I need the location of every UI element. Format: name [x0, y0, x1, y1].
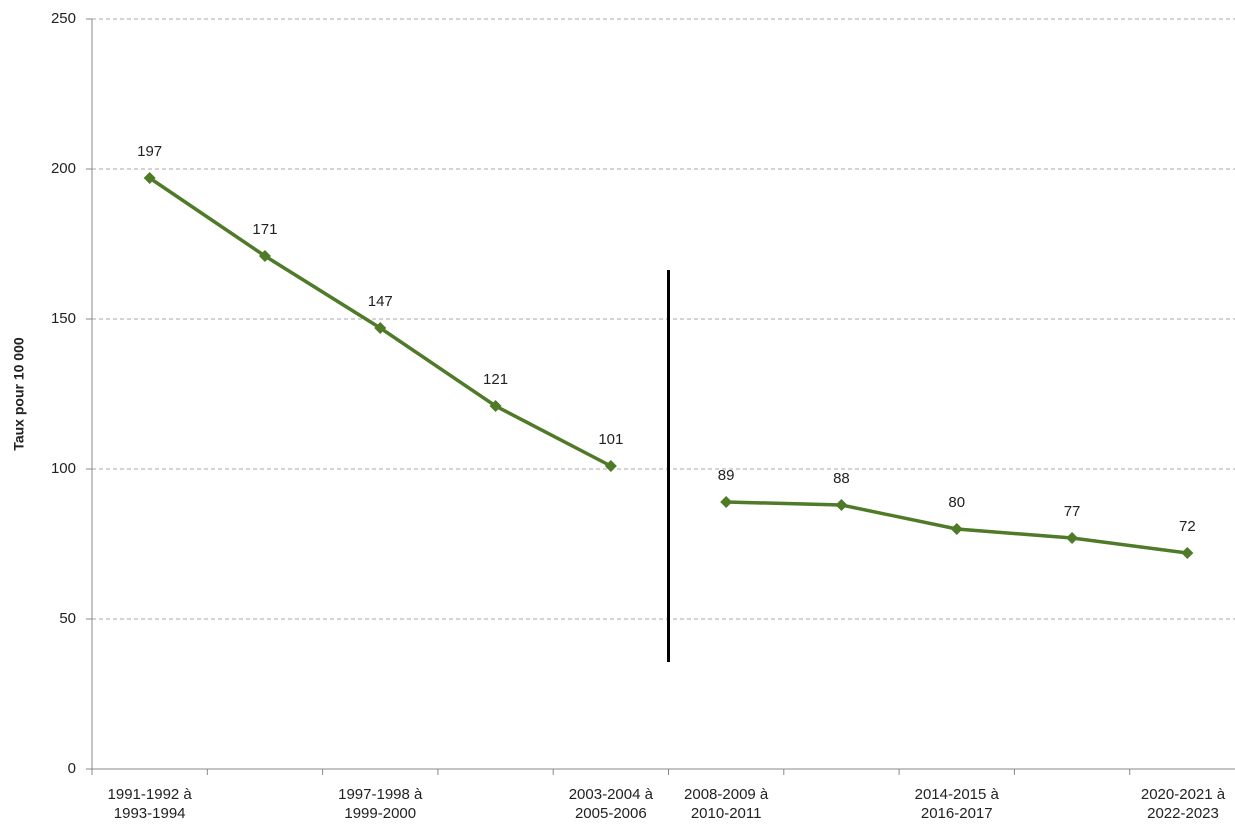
- data-label: 101: [598, 431, 623, 448]
- marker: [258, 250, 271, 262]
- x-tick-label: 1991-1992 à 1993-1994: [108, 786, 193, 822]
- marker: [1066, 532, 1079, 544]
- marker: [489, 400, 502, 412]
- y-axis-label: Taux pour 10 000: [11, 337, 27, 451]
- data-label: 121: [483, 371, 508, 388]
- data-label: 171: [252, 221, 277, 238]
- marker: [720, 496, 733, 508]
- marker: [835, 499, 848, 511]
- y-tick-label: 200: [51, 160, 76, 177]
- marker: [950, 523, 963, 535]
- data-label: 88: [833, 470, 850, 487]
- data-label: 147: [368, 293, 393, 310]
- data-label: 197: [137, 143, 162, 160]
- marker: [374, 322, 387, 334]
- x-tick-label: 2020-2021 à 2022-2023: [1141, 786, 1226, 822]
- y-tick-label: 150: [51, 310, 76, 327]
- data-label: 72: [1179, 518, 1196, 535]
- marker: [1181, 547, 1194, 559]
- data-label: 77: [1064, 503, 1081, 520]
- marker: [143, 172, 156, 184]
- data-label: 89: [718, 467, 735, 484]
- x-tick-label: 2003-2004 à 2005-2006: [569, 786, 654, 822]
- data-label: 80: [948, 494, 965, 511]
- y-tick-label: 50: [59, 610, 76, 627]
- x-tick-label: 2014-2015 à 2016-2017: [915, 786, 1000, 822]
- y-tick-label: 0: [68, 760, 76, 777]
- y-tick-label: 250: [51, 10, 76, 27]
- x-tick-label: 2008-2009 à 2010-2011: [684, 786, 769, 822]
- x-tick-label: 1997-1998 à 1999-2000: [338, 786, 423, 822]
- y-tick-label: 100: [51, 460, 76, 477]
- marker: [604, 460, 617, 472]
